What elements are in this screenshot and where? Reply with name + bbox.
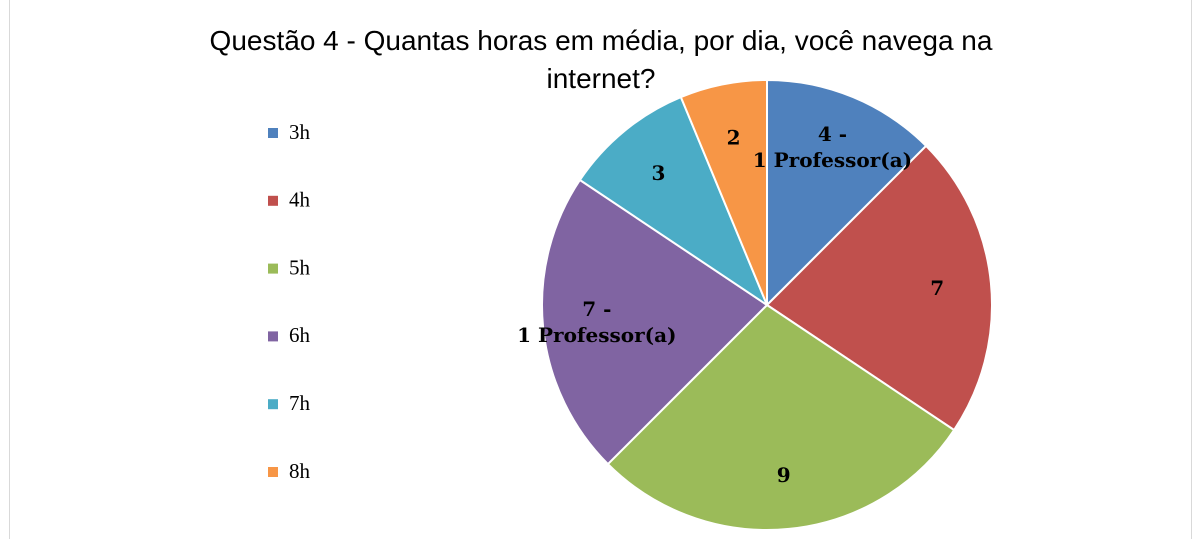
legend-swatch xyxy=(268,467,278,477)
legend-swatch xyxy=(268,331,278,342)
data-label: 3 xyxy=(652,161,666,185)
legend-label: 7h xyxy=(289,391,311,415)
legend-swatch xyxy=(268,263,278,274)
legend-label: 4h xyxy=(289,188,311,212)
pie-slice xyxy=(606,303,956,531)
legend-swatch xyxy=(268,195,278,206)
data-label: 4 -1 Professor(a) xyxy=(753,122,912,172)
chart-title: Questão 4 - Quantas horas em média, por … xyxy=(209,25,993,94)
chart-border xyxy=(9,0,1192,539)
legend-swatch xyxy=(268,128,278,138)
legend-label: 3h xyxy=(289,120,311,144)
legend-label: 6h xyxy=(289,323,311,347)
data-label: 9 xyxy=(777,463,791,487)
pie-slice xyxy=(765,144,993,432)
pie-slice xyxy=(578,95,770,308)
legend-label: 5h xyxy=(289,255,311,279)
data-label: 7 xyxy=(930,276,944,300)
data-label: 7 -1 Professor(a) xyxy=(517,297,676,347)
data-label: 2 xyxy=(727,125,741,149)
pie-slice xyxy=(541,178,769,466)
pie-slice xyxy=(766,78,928,308)
legend-swatch xyxy=(268,399,278,410)
legend-label: 8h xyxy=(289,459,311,483)
pie-slice xyxy=(679,78,768,306)
